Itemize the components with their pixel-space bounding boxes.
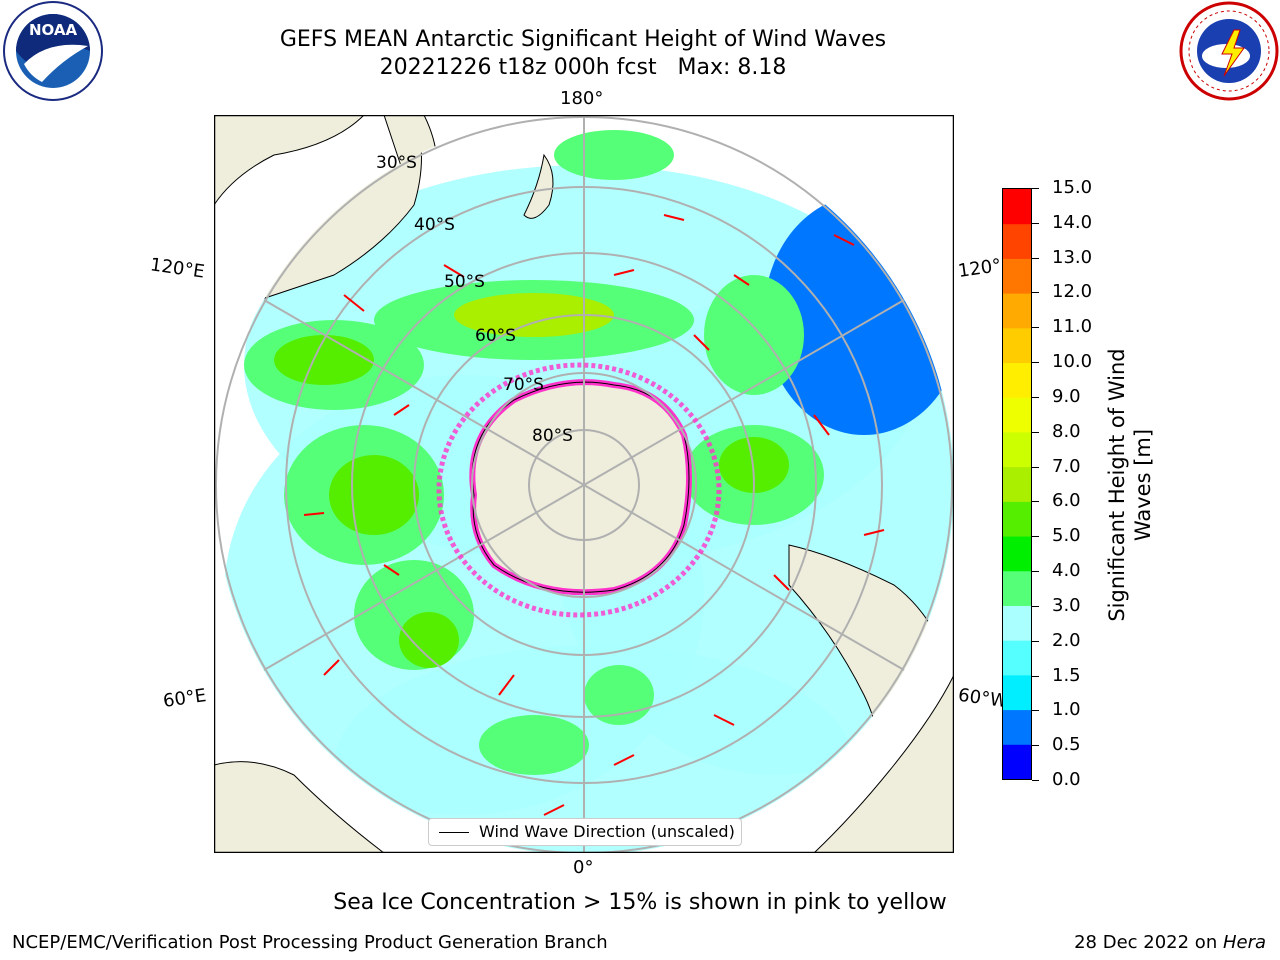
colorbar-tick <box>1032 745 1039 747</box>
colorbar-tick <box>1032 571 1039 573</box>
colorbar-tick <box>1032 605 1039 607</box>
colorbar-tick <box>1032 431 1039 433</box>
map-legend: Wind Wave Direction (unscaled) <box>428 818 742 846</box>
colorbar-tick <box>1032 710 1039 712</box>
colorbar-tick-label: 15.0 <box>1052 177 1093 198</box>
lat-label-50s: 50°S <box>444 272 485 292</box>
lat-label-60s: 60°S <box>475 326 516 346</box>
colorbar-tick-label: 3.0 <box>1052 594 1081 616</box>
colorbar-tick-label: 4.0 <box>1052 560 1081 582</box>
colorbar-segment <box>1003 605 1031 641</box>
colorbar-segment <box>1003 466 1031 502</box>
title-line-2: 20221226 t18z 000h fcst Max: 8.18 <box>379 55 787 80</box>
colorbar-segment <box>1003 570 1031 606</box>
new-zealand-land <box>523 153 554 219</box>
colorbar-segment <box>1003 327 1031 364</box>
lon-label-120e: 120°E <box>148 254 206 283</box>
colorbar-tick-label: 5.0 <box>1052 525 1081 547</box>
colorbar-segment <box>1003 674 1031 711</box>
lat-label-30s: 30°S <box>376 153 417 173</box>
colorbar-tick <box>1032 292 1039 294</box>
lat-label-40s: 40°S <box>414 215 455 235</box>
colorbar-tick-label: 7.0 <box>1052 455 1081 477</box>
lon-label-180: 180° <box>560 88 604 109</box>
colorbar-tick-label: 0.0 <box>1052 769 1081 790</box>
footer-host: Hera <box>1222 932 1266 953</box>
colorbar-segment <box>1003 431 1031 468</box>
wind-wave-arrows <box>303 214 885 816</box>
colorbar-tick-label: 12.0 <box>1052 281 1093 303</box>
noaa-logo-text: NOAA <box>29 21 78 39</box>
colorbar-tick-label: 6.0 <box>1052 490 1081 512</box>
lon-label-0: 0° <box>573 857 594 878</box>
wave-field <box>214 115 954 853</box>
colorbar-tick-label: 0.5 <box>1052 734 1081 756</box>
lon-label-60e: 60°E <box>161 685 208 712</box>
colorbar-segment <box>1003 258 1031 294</box>
colorbar-tick <box>1032 396 1039 398</box>
colorbar-tick <box>1032 466 1039 468</box>
colorbar-segment <box>1003 640 1031 676</box>
outer-land <box>214 115 954 853</box>
footer-date-text: 28 Dec 2022 on <box>1074 932 1223 953</box>
legend-label: Wind Wave Direction (unscaled) <box>479 822 735 841</box>
colorbar-tick-label: 9.0 <box>1052 385 1081 407</box>
colorbar-tick <box>1032 501 1039 503</box>
footer-date: 28 Dec 2022 on Hera <box>1074 932 1266 953</box>
sea-ice-edge <box>436 362 722 618</box>
legend-line <box>439 832 469 833</box>
colorbar-tick <box>1032 640 1039 642</box>
graticule <box>215 115 953 853</box>
colorbar-tick <box>1032 675 1039 677</box>
lat-label-70s: 70°S <box>503 375 544 395</box>
colorbar-segment <box>1003 744 1031 780</box>
sea-ice-note: Sea Ice Concentration > 15% is shown in … <box>333 890 947 915</box>
colorbar-tick-label: 14.0 <box>1052 211 1093 233</box>
lat-label-80s: 80°S <box>532 426 573 446</box>
colorbar-tick <box>1032 327 1039 329</box>
noaa-logo-icon: NOAA <box>2 0 104 102</box>
colorbar-tick <box>1032 362 1039 364</box>
colorbar-segment <box>1003 397 1031 433</box>
colorbar-tick-label: 10.0 <box>1052 351 1093 373</box>
colorbar-segment <box>1003 189 1031 225</box>
colorbar-segment <box>1003 293 1031 329</box>
national-weather-service-logo-icon <box>1178 0 1280 102</box>
colorbar-tick-label: 1.0 <box>1052 699 1081 721</box>
colorbar-segment <box>1003 223 1031 259</box>
lon-label-120w: 120° <box>956 255 1003 282</box>
colorbar-tick <box>1032 188 1039 189</box>
colorbar <box>1002 188 1032 780</box>
title-line-1: GEFS MEAN Antarctic Significant Height o… <box>279 27 887 52</box>
colorbar-tick-label: 1.5 <box>1052 664 1081 686</box>
chart-title: GEFS MEAN Antarctic Significant Height o… <box>0 26 1166 82</box>
colorbar-tick <box>1032 780 1039 781</box>
colorbar-tick-label: 8.0 <box>1052 420 1081 442</box>
polar-map: 30°S 40°S 50°S 60°S 70°S 80°S <box>214 115 954 853</box>
colorbar-segment <box>1003 709 1031 745</box>
colorbar-segment <box>1003 362 1031 398</box>
colorbar-tick-label: 11.0 <box>1052 316 1093 338</box>
colorbar-tick <box>1032 536 1039 538</box>
colorbar-tick-label: 2.0 <box>1052 629 1081 651</box>
colorbar-tick <box>1032 257 1039 259</box>
footer-credit: NCEP/EMC/Verification Post Processing Pr… <box>12 932 608 953</box>
polar-map-canvas: 30°S 40°S 50°S 60°S 70°S 80°S <box>214 115 954 853</box>
colorbar-segment <box>1003 501 1031 537</box>
colorbar-tick <box>1032 222 1039 224</box>
colorbar-title: Significant Height of Wind Waves [m] <box>1105 348 1155 622</box>
colorbar-tick-label: 13.0 <box>1052 246 1093 268</box>
colorbar-segment <box>1003 536 1031 572</box>
lat-labels: 30°S 40°S 50°S 60°S 70°S 80°S <box>376 153 573 446</box>
